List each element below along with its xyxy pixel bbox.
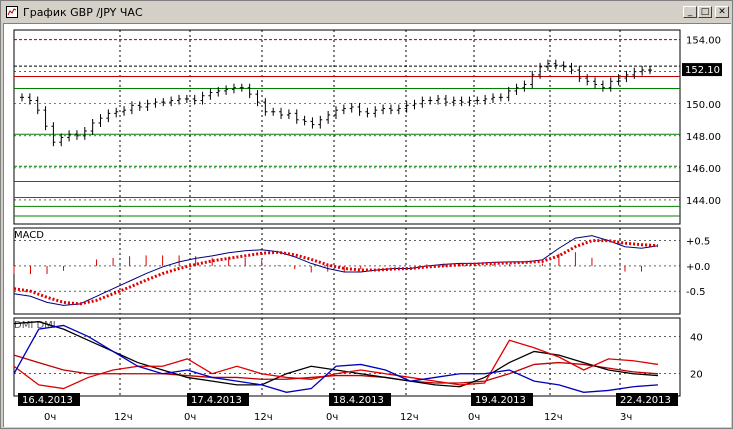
macd-tick-label: +0.5	[686, 237, 710, 248]
price-tick-label: 146.00	[686, 164, 721, 175]
macd-tick-label: -0.5	[686, 287, 706, 298]
dmi-adx-line	[14, 322, 658, 387]
time-label: 0ч	[326, 412, 338, 423]
dmi-tick-label: 40	[690, 333, 703, 344]
close-icon: ✕	[718, 7, 726, 17]
chart-area[interactable]: 154.00152.00150.00148.00146.00144.00152.…	[3, 23, 731, 427]
time-label: 3ч	[620, 412, 632, 423]
time-label: 0ч	[184, 412, 196, 423]
macd-panel[interactable]: MACD +0.5 +0.0 -0.5	[14, 230, 710, 305]
current-price-label: 152.10	[685, 65, 720, 76]
price-tick-label: 144.00	[686, 196, 721, 207]
macd-label: MACD	[14, 230, 44, 241]
dmi-tick-label: 20	[690, 370, 703, 381]
chart-app-icon	[6, 6, 18, 18]
date-label: 18.4.2013	[333, 395, 384, 406]
date-label: 22.4.2013	[620, 395, 671, 406]
macd-signal-line	[14, 241, 658, 304]
dmi-adxr-line	[14, 355, 658, 383]
price-frame	[14, 30, 680, 224]
time-label: 12ч	[544, 412, 563, 423]
dmi-minus-di-line	[14, 340, 658, 388]
macd-tick-label: +0.0	[686, 262, 710, 273]
price-tick-label: 154.00	[686, 36, 721, 47]
time-label: 12ч	[254, 412, 273, 423]
date-label: 17.4.2013	[191, 395, 242, 406]
maximize-icon: □	[701, 7, 710, 17]
time-label: 0ч	[44, 412, 56, 423]
date-label: 16.4.2013	[22, 395, 73, 406]
close-button[interactable]: ✕	[715, 6, 729, 18]
x-axis: 16.4.2013 17.4.2013 18.4.2013 19.4.2013 22.4…	[18, 393, 678, 423]
minimize-icon: _	[688, 7, 693, 17]
dmi-frame	[14, 318, 680, 396]
minimize-button[interactable]: _	[683, 6, 697, 18]
grid	[14, 30, 680, 396]
price-tick-label: 148.00	[686, 132, 721, 143]
window-title: График GBP /JPY ЧАС	[23, 6, 143, 19]
maximize-button[interactable]: □	[698, 6, 712, 18]
title-bar[interactable]: График GBP /JPY ЧАС _ □ ✕	[3, 3, 730, 21]
time-label: 12ч	[114, 412, 133, 423]
time-label: 0ч	[468, 412, 480, 423]
date-label: 19.4.2013	[475, 395, 526, 406]
chart-svg: 154.00152.00150.00148.00146.00144.00152.…	[4, 24, 731, 427]
time-label: 12ч	[400, 412, 419, 423]
price-tick-label: 150.00	[686, 100, 721, 111]
